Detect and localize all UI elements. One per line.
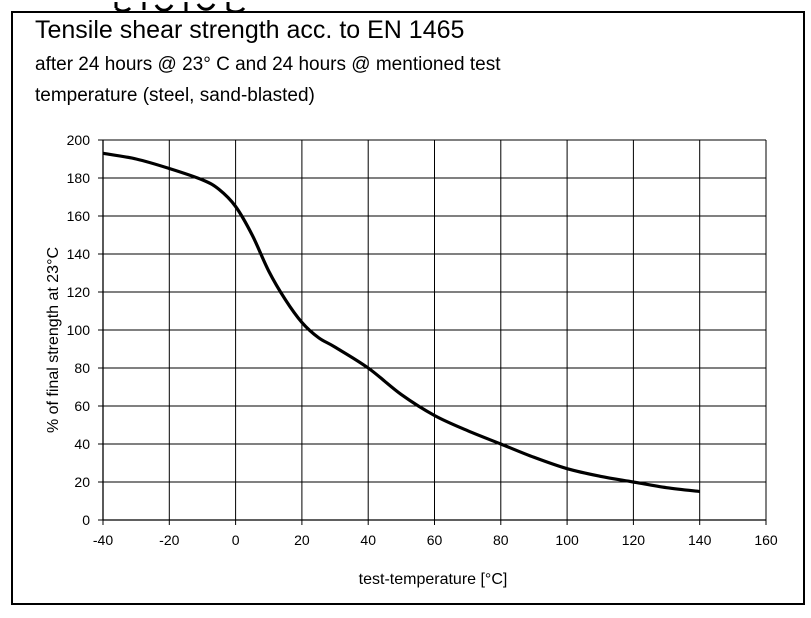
x-tick-label: 160: [754, 532, 778, 548]
x-tick-label: 40: [360, 532, 376, 548]
x-tick-label: 20: [294, 532, 310, 548]
x-tick-label: 100: [555, 532, 579, 548]
chart-subtitle-line-2: temperature (steel, sand-blasted): [35, 85, 315, 106]
x-axis-label: test-temperature [°C]: [359, 571, 508, 588]
x-tick-label: 140: [688, 532, 712, 548]
y-tick-label: 120: [67, 284, 91, 300]
x-tick-label: 60: [427, 532, 443, 548]
y-tick-label: 40: [74, 436, 90, 452]
x-tick-label: -40: [93, 532, 113, 548]
cropped-heading-fragment: [108, 0, 268, 11]
chart-subtitle-line-1: after 24 hours @ 23° C and 24 hours @ me…: [35, 54, 501, 75]
y-tick-label: 0: [82, 512, 90, 528]
y-tick-label: 140: [67, 246, 91, 262]
y-tick-label: 160: [67, 208, 91, 224]
y-tick-label: 20: [74, 474, 90, 490]
strength-curve: [102, 151, 700, 494]
grid: [102, 139, 767, 521]
y-tick-label: 100: [67, 322, 91, 338]
y-tick-label: 80: [74, 360, 90, 376]
y-axis-label: % of final strength at 23°C: [45, 247, 62, 433]
axes: [98, 139, 767, 525]
series: [102, 151, 700, 494]
x-tick-label: 0: [232, 532, 240, 548]
x-tick-label: 80: [493, 532, 509, 548]
chart-title: Tensile shear strength acc. to EN 1465: [35, 16, 465, 44]
tick-labels: -40 -20 0 20 40 60 80 100 120 140 160 0 20 40 60 80 100 1…: [67, 132, 778, 548]
y-tick-label: 60: [74, 398, 90, 414]
x-tick-label: 120: [622, 532, 646, 548]
x-tick-label: -20: [159, 532, 179, 548]
y-tick-label: 200: [67, 132, 91, 148]
chart-frame: [11, 11, 805, 605]
y-tick-label: 180: [67, 170, 91, 186]
